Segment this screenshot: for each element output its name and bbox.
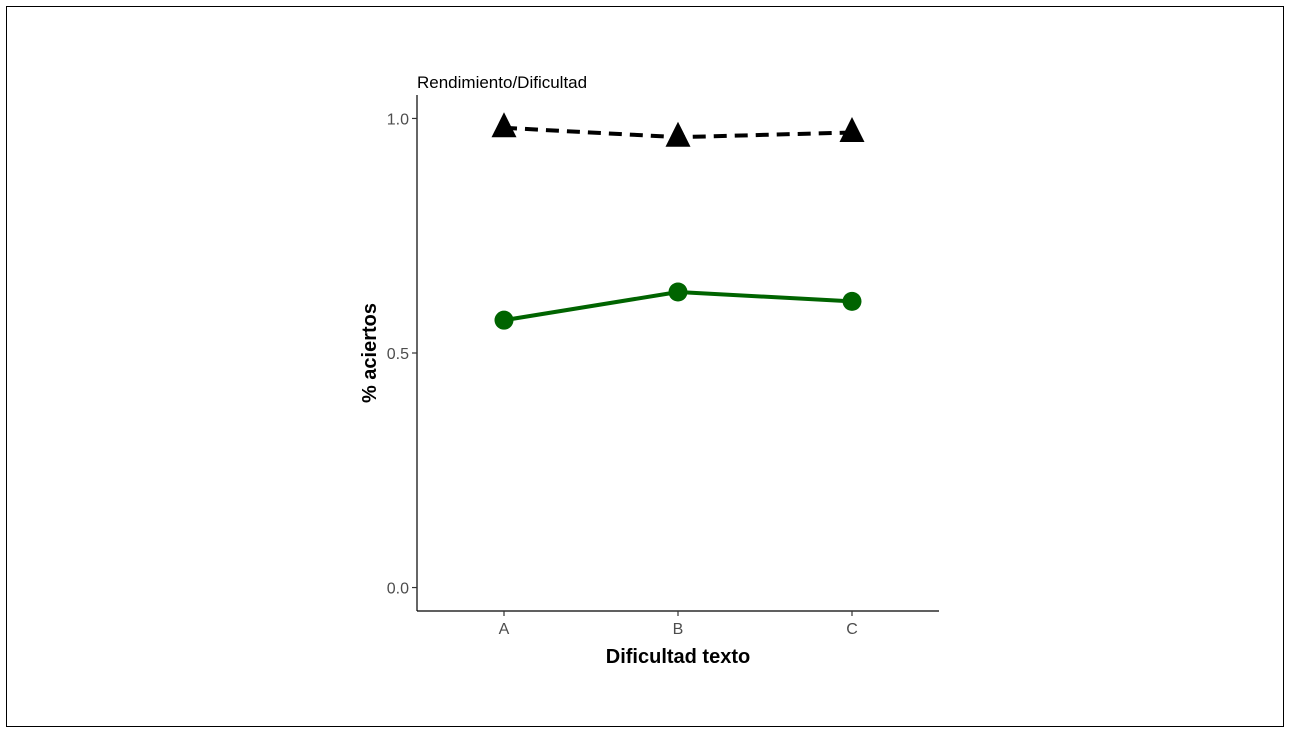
- chart-title: Rendimiento/Dificultad: [417, 73, 587, 92]
- series-2: [494, 282, 862, 330]
- y-tick-label: 1.0: [387, 111, 409, 128]
- series-2-point-B: [668, 282, 688, 302]
- series-layer: [491, 112, 865, 330]
- y-tick-label: 0.5: [387, 346, 409, 363]
- x-tick-label: C: [846, 621, 858, 638]
- series-1-point-C: [839, 117, 865, 142]
- series-2-point-C: [842, 291, 862, 311]
- figure-frame: [6, 6, 1284, 727]
- series-1: [491, 112, 865, 147]
- y-axis-title: % aciertos: [359, 303, 381, 403]
- series-1-point-A: [491, 112, 517, 138]
- tick-layer: 0.0 0.5 1.0 A B C: [387, 111, 858, 638]
- x-tick-label: A: [499, 621, 510, 638]
- series-1-point-B: [665, 121, 691, 147]
- x-tick-label: B: [673, 621, 684, 638]
- x-axis-title: Dificultad texto: [606, 646, 750, 668]
- y-tick-label: 0.0: [387, 581, 409, 598]
- series-2-point-A: [494, 310, 514, 330]
